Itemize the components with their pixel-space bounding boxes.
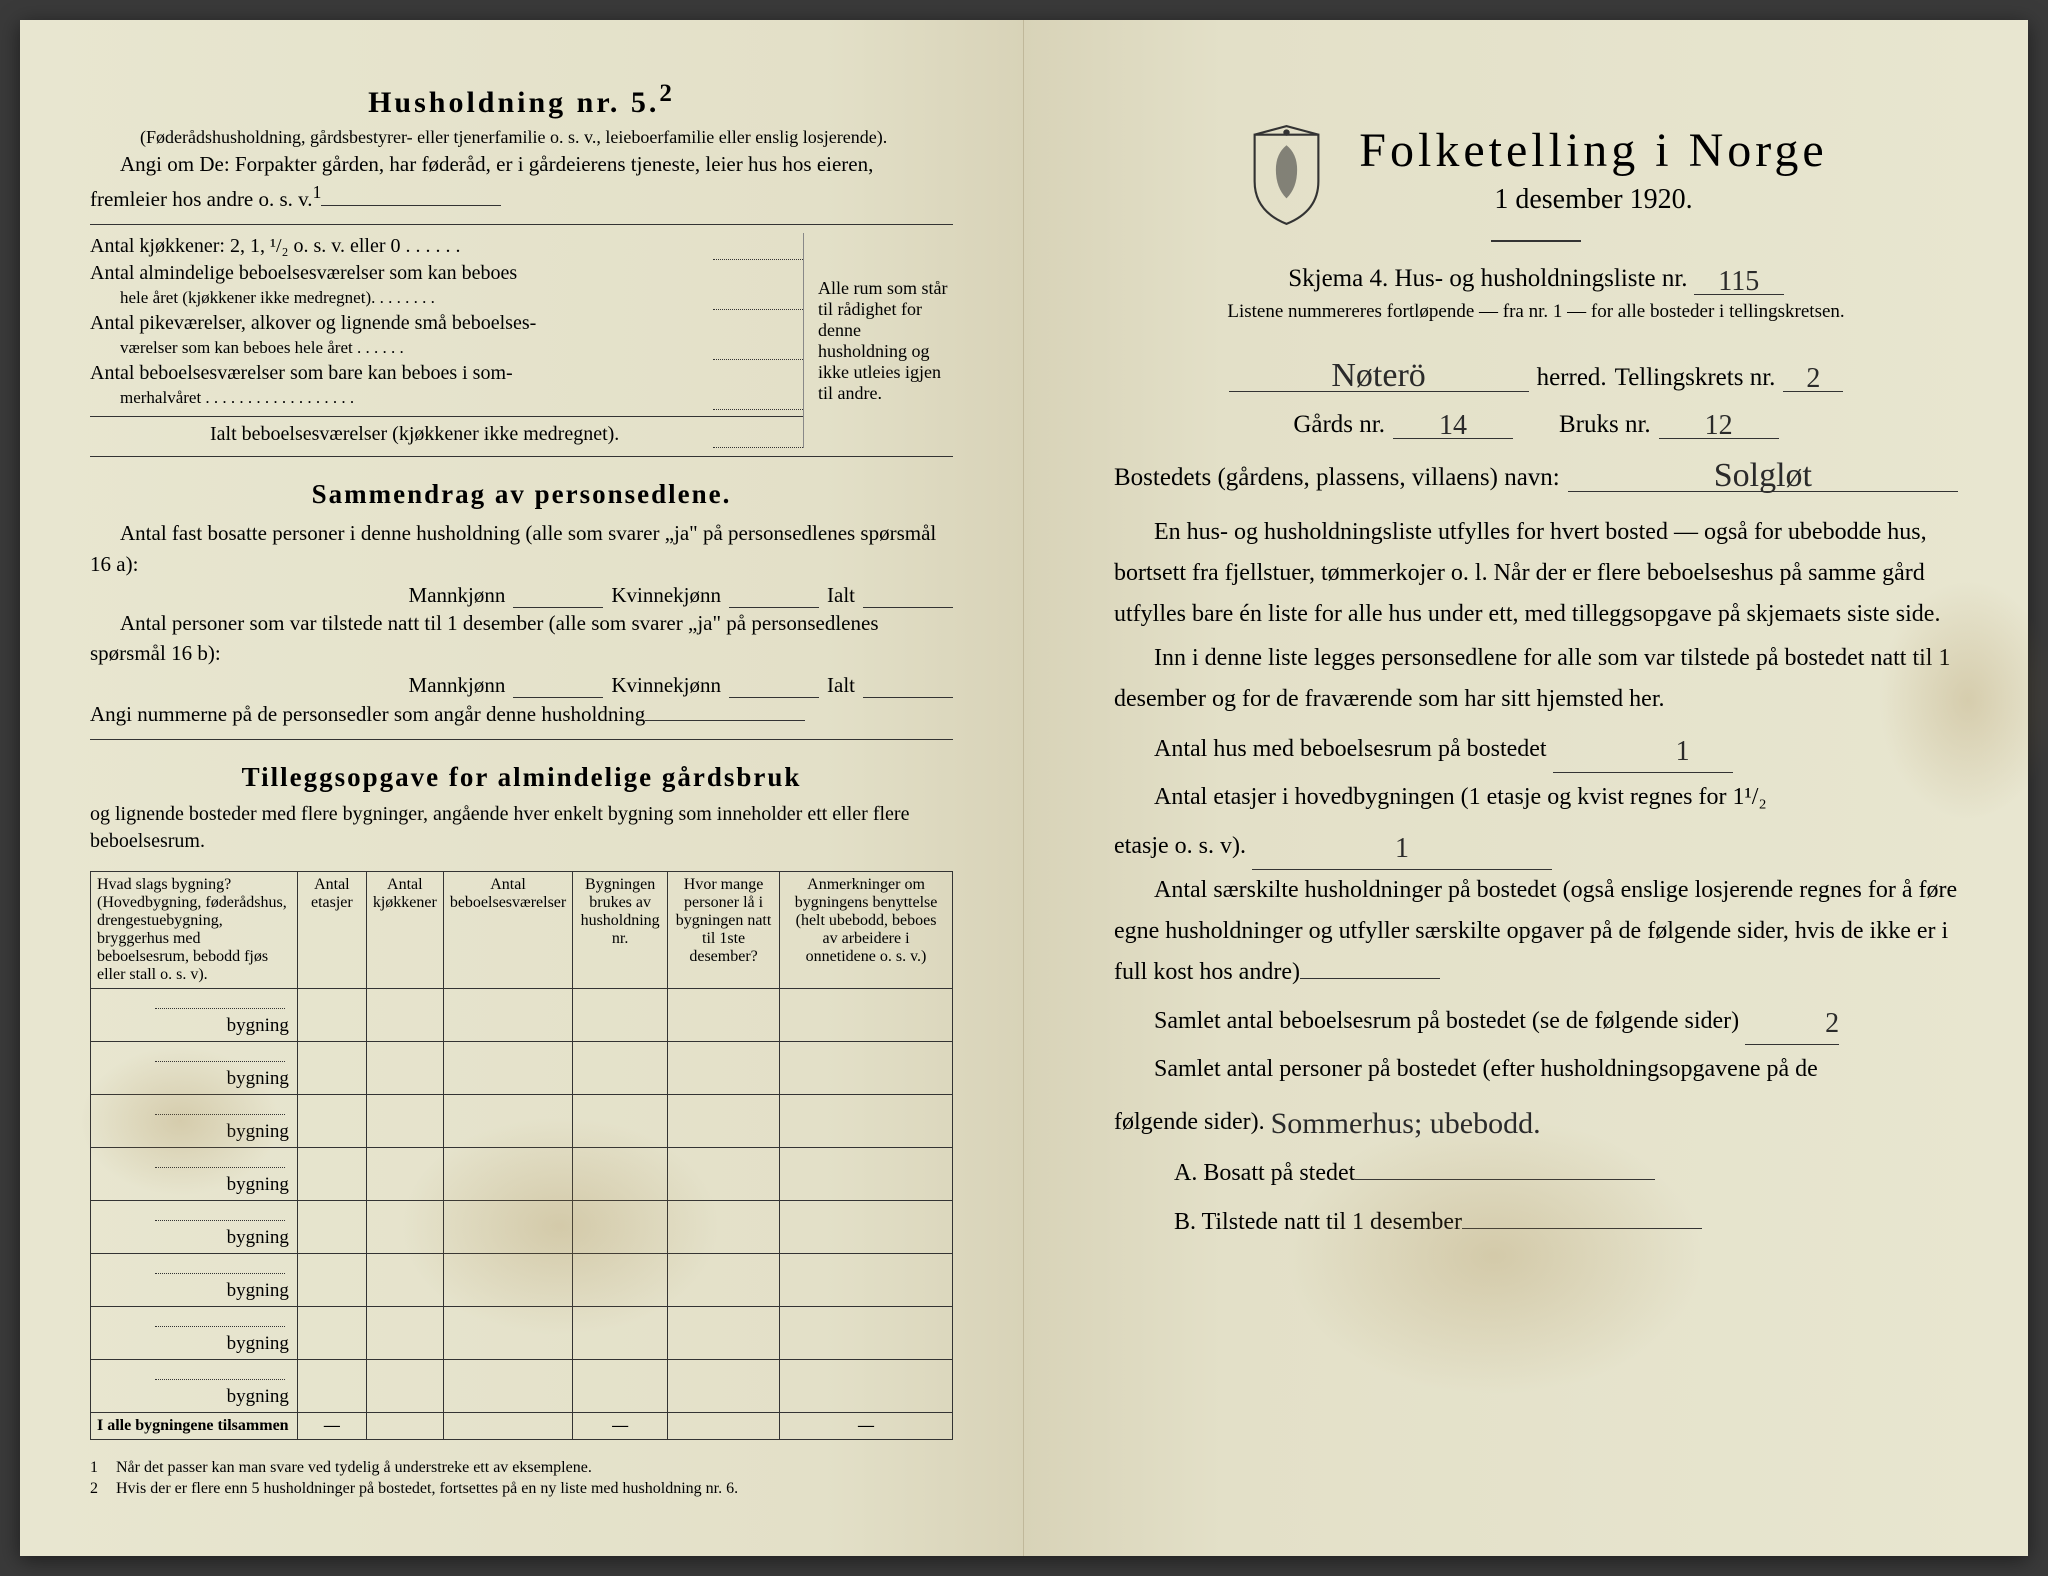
etasjer-line-2: etasje o. s. v). 1 [1114,821,1958,870]
bruks-label: Bruks nr. [1559,411,1651,439]
saerskilte-line: Antal særskilte husholdninger på bostede… [1114,870,1958,992]
sommer-line-1: Antal beboelsesværelser som bare kan beb… [90,360,803,387]
table-total-row: I alle bygningene tilsammen——— [91,1413,953,1440]
gards-label: Gårds nr. [1293,411,1385,439]
sommer-line-2: merhalvåret . . . . . . . . . . . . . . … [90,387,705,410]
antal-hus-value: 1 [1636,728,1690,776]
table-row: bygning [91,989,953,1042]
th-6: Anmerkninger om bygningens benyttelse (h… [780,872,953,989]
table-row: bygning [91,1095,953,1148]
antal-hus-line: Antal hus med beboelsesrum på bostedet 1 [1114,724,1958,773]
table-row: bygning [91,1307,953,1360]
gards-value: 14 [1439,410,1467,442]
tillegg-sub: og lignende bosteder med flere bygninger… [90,801,953,855]
almindelige-line-2: hele året (kjøkkener ikke medregnet). . … [90,287,705,310]
herred-row: Nøterö herred. Tellingskrets nr. 2 [1114,353,1958,392]
bruks-value: 12 [1705,410,1733,442]
tellingskrets-label: Tellingskrets nr. [1615,364,1776,392]
th-5: Hvor mange personer lå i bygningen natt … [668,872,780,989]
table-row: bygning [91,1148,953,1201]
tillegg-title: Tilleggsopgave for almindelige gårdsbruk [90,762,953,793]
angi-num-line: Angi nummerne på de personsedler som ang… [90,698,953,730]
right-body-text: En hus- og husholdningsliste utfylles fo… [1114,512,1958,1242]
skjema-nr-value: 115 [1718,266,1759,298]
gards-row: Gårds nr. 14 Bruks nr. 12 [1114,406,1958,439]
sammendrag-title: Sammendrag av personsedlene. [90,479,953,510]
th-1: Antal etasjer [297,872,366,989]
document-spread: Husholdning nr. 5.2 (Føderådshusholdning… [20,20,2028,1556]
husholdning-heading: Husholdning nr. 5.2 [90,80,953,120]
tilstede-line: B. Tilstede natt til 1 desember [1174,1202,1958,1243]
table-row: bygning [91,1254,953,1307]
para-1: En hus- og husholdningsliste utfylles fo… [1114,512,1958,634]
table-row: bygning [91,1042,953,1095]
listene-note: Listene nummereres fortløpende — fra nr.… [1114,301,1958,323]
table-row: bygning [91,1360,953,1413]
para-2: Inn i denne liste legges personsedlene f… [1114,638,1958,720]
bygning-table: Hvad slags bygning? (Hovedbygning, føder… [90,871,953,1440]
almindelige-line-1: Antal almindelige beboelsesværelser som … [90,260,803,287]
samlet-pers-value: Sommerhus; ubebodd. [1271,1098,1541,1149]
samlet-rum-value: 2 [1785,1000,1839,1048]
sammendrag-line-2: Antal personer som var tilstede natt til… [90,608,953,669]
table-row: bygning [91,1201,953,1254]
mk-row-2: Mannkjønn Kvinnekjønn Ialt [90,673,953,698]
samlet-pers-line-1: Samlet antal personer på bostedet (efter… [1114,1049,1958,1090]
bosted-value: Solgløt [1714,457,1812,495]
samlet-pers-line-2: følgende sider). Sommerhus; ubebodd. [1114,1094,1958,1145]
bosatt-line: A. Bosatt på stedet [1174,1153,1958,1194]
title-rule [1491,240,1581,242]
coat-of-arms-icon [1244,120,1329,230]
footnote-1: Når det passer kan man svare ved tydelig… [116,1458,592,1479]
th-3: Antal beboelsesværelser [443,872,572,989]
footnotes: 1Når det passer kan man svare ved tydeli… [90,1458,953,1500]
etasjer-line-1: Antal etasjer i hovedbygningen (1 etasje… [1114,777,1958,818]
tellingskrets-value: 2 [1806,363,1820,395]
kjokken-line: Antal kjøkkener: 2, 1, ¹/₂ o. s. v. elle… [90,233,705,260]
footnote-2: Hvis der er flere enn 5 husholdninger på… [116,1479,738,1500]
intro-note: (Føderådshusholdning, gårdsbestyrer- ell… [90,126,953,149]
left-page: Husholdning nr. 5.2 (Føderådshusholdning… [20,20,1024,1556]
rooms-block: Antal kjøkkener: 2, 1, ¹/₂ o. s. v. elle… [90,224,953,457]
census-title: Folketelling i Norge [1359,123,1827,178]
pike-line-2: værelser som kan beboes hele året . . . … [90,337,705,360]
table-header-row: Hvad slags bygning? (Hovedbygning, føder… [91,872,953,989]
skjema-line: Skjema 4. Hus- og husholdningsliste nr. … [1114,262,1958,295]
angi-line: Angi om De: Forpakter gården, har føderå… [90,149,953,214]
right-page: Folketelling i Norge 1 desember 1920. Sk… [1024,20,2028,1556]
pike-line-1: Antal pikeværelser, alkover og lignende … [90,310,803,337]
sammendrag-line-1: Antal fast bosatte personer i denne hush… [90,518,953,579]
census-date: 1 desember 1920. [1359,184,1827,216]
etasjer-value: 1 [1395,825,1409,873]
th-2: Antal kjøkkener [366,872,443,989]
bracket-note: Alle rum som står til rådighet for denne… [803,233,953,448]
th-4: Bygningen brukes av husholdning nr. [573,872,668,989]
title-row: Folketelling i Norge 1 desember 1920. [1114,120,1958,230]
mk-row-1: Mannkjønn Kvinnekjønn Ialt [90,583,953,608]
ialt-line: Ialt beboelsesværelser (kjøkkener ikke m… [90,421,705,448]
bosted-row: Bostedets (gårdens, plassens, villaens) … [1114,453,1958,492]
th-0: Hvad slags bygning? (Hovedbygning, føder… [91,872,298,989]
herred-value: Nøterö [1331,357,1425,395]
bosted-label: Bostedets (gårdens, plassens, villaens) … [1114,464,1560,492]
herred-label: herred. [1537,364,1607,392]
samlet-rum-line: Samlet antal beboelsesrum på bostedet (s… [1114,996,1958,1045]
